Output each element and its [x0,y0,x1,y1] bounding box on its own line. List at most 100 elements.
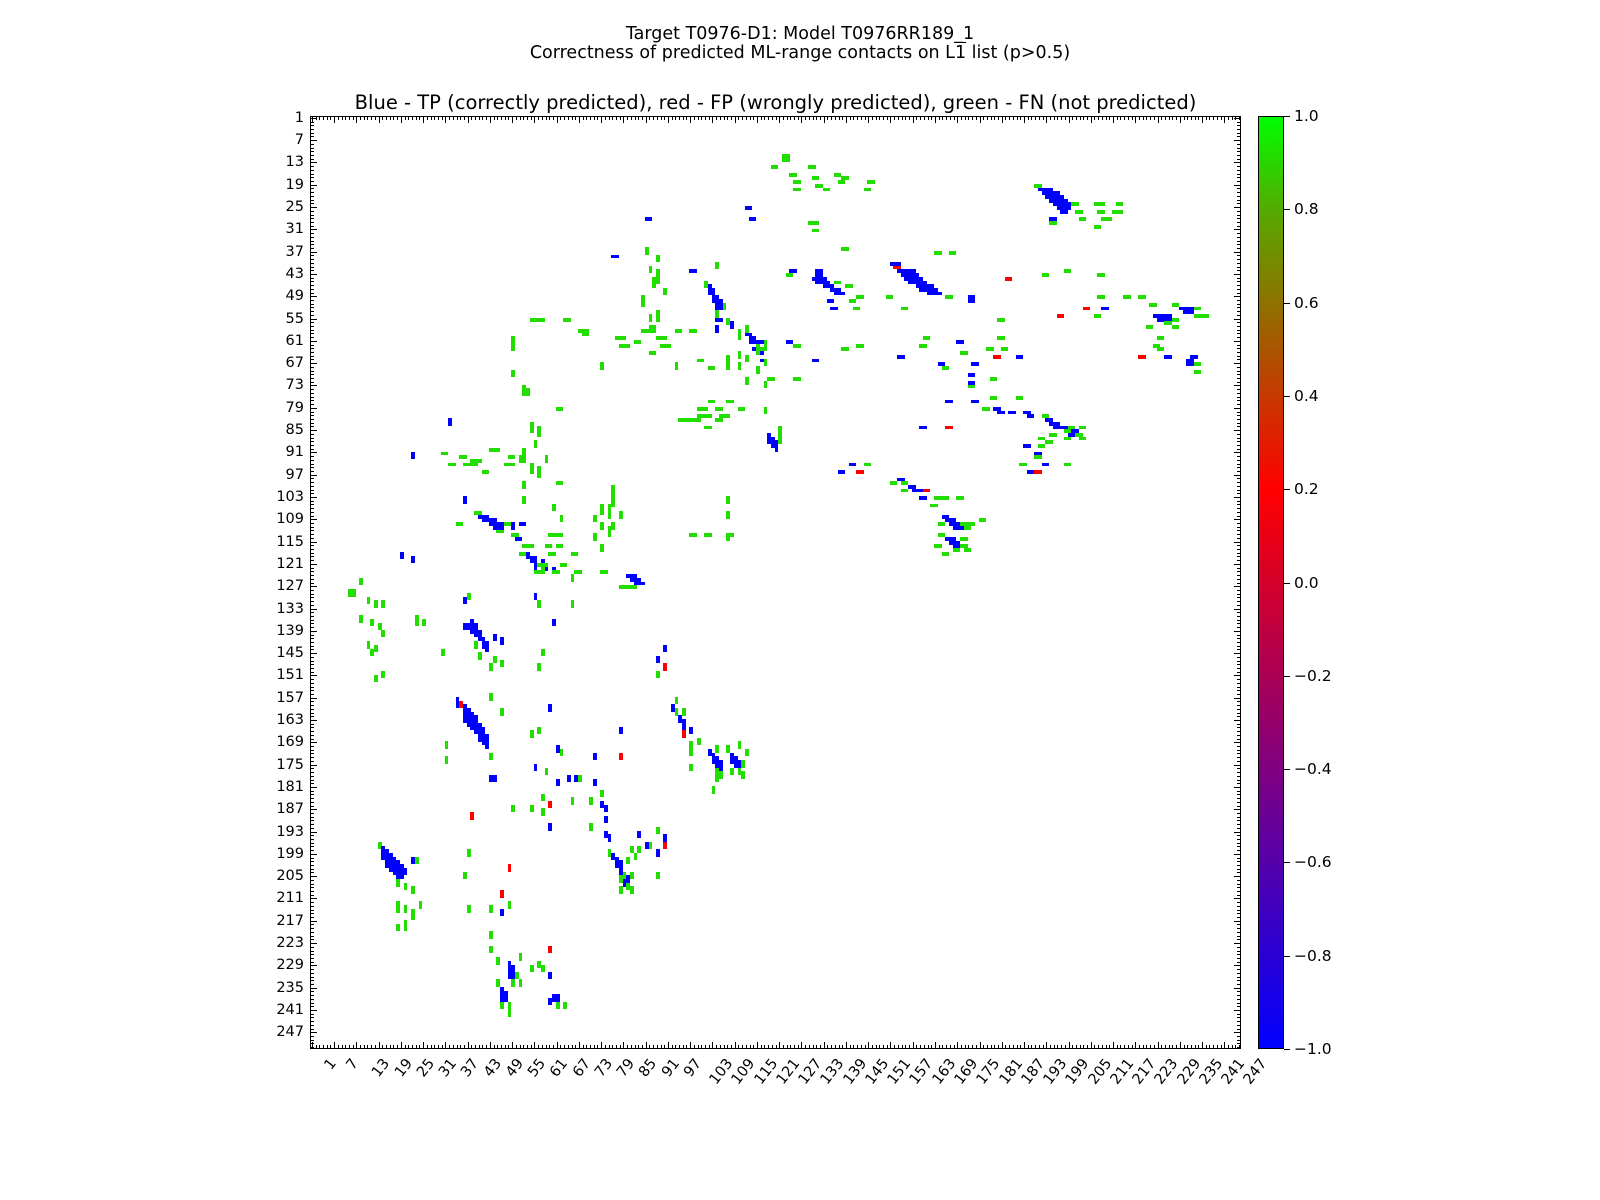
contact-cell-mirror [670,704,675,709]
contact-cell [1015,395,1020,400]
contact-cell-mirror [607,838,612,842]
contact-cell-mirror [767,440,771,445]
x-tick-bottom [1068,1042,1070,1049]
contact-cell-mirror [540,648,545,653]
x-tick-top [1024,116,1025,123]
x-tick-bottom [934,1042,936,1049]
y-tick-left [310,322,314,324]
y-tick-left [310,727,314,729]
x-tick-bottom [823,1042,825,1049]
contact-cell-mirror [411,455,415,460]
contact-cell [563,563,567,567]
contact-cell-mirror [592,756,597,761]
y-tick-left [310,957,314,959]
y-tick-left [310,835,314,837]
contact-cell-mirror [552,622,556,627]
contact-cell [1038,455,1042,460]
contact-cell [451,462,456,467]
y-tick-left [310,671,314,673]
y-tick-right [1237,415,1241,417]
contact-cell-mirror [737,366,742,370]
y-tick-right [1237,537,1241,539]
contact-cell [911,488,916,493]
contact-cell [1164,321,1168,326]
y-tick-right [1237,270,1241,272]
contact-cell [948,518,953,523]
contact-cell [704,414,708,419]
contact-cell-mirror [511,343,516,348]
contact-cell-mirror [481,637,486,642]
x-tick-bottom [1049,1045,1051,1049]
contact-cell-mirror [503,990,508,995]
y-tick-label: 163 [276,712,304,729]
x-tick-bottom [1235,1045,1237,1049]
y-tick-right [1237,147,1241,149]
contact-map-axes[interactable] [310,116,1241,1049]
x-tick-bottom [334,1042,336,1049]
x-tick-top [567,116,569,120]
contact-cell [685,418,690,422]
contact-cell-mirror [611,525,616,530]
x-tick-bottom [660,1045,662,1049]
x-tick-top [693,116,695,120]
contact-cell-mirror [618,890,623,894]
contact-cell-mirror [726,745,731,749]
contact-cell-mirror [403,871,408,876]
y-tick-left [310,716,314,718]
y-tick-left [310,463,314,465]
contact-cell-mirror [589,797,593,802]
colorbar-tick-mark [1284,116,1290,117]
x-tick-bottom [326,1045,328,1049]
x-tick-top [1072,116,1074,120]
y-tick-left [310,311,314,313]
x-tick-top [564,116,566,120]
y-tick-right [1237,322,1241,324]
contact-cell-mirror [374,600,378,604]
contact-cell [841,176,846,181]
x-tick-bottom [1190,1045,1192,1049]
contact-cell-mirror [663,838,668,842]
y-tick-left [310,210,314,212]
contact-cell [763,347,768,352]
contact-cell-mirror [374,674,378,679]
x-tick-bottom [1046,1042,1048,1049]
y-tick-right [1237,143,1241,145]
contact-cell [1023,444,1027,448]
contact-cell [1045,462,1050,467]
x-tick-top [1116,116,1118,120]
contact-cell-mirror [463,715,467,720]
contact-cell-mirror [474,730,478,735]
x-tick-label: 97 [681,1056,705,1081]
contact-cell-mirror [611,488,616,493]
contact-cell [1004,276,1009,281]
contact-cell [1078,425,1083,430]
contact-cell-mirror [600,544,605,549]
colorbar-tick-mark [1284,395,1290,397]
y-tick-left [310,749,314,751]
y-tick-right [1237,441,1241,443]
x-tick-top [960,116,962,120]
contact-cell [518,455,523,460]
contact-cell-mirror [715,745,720,749]
y-tick-left [310,326,314,328]
contact-cell [919,496,924,500]
contact-cell [1041,273,1046,277]
x-tick-top [478,116,480,120]
contact-cell [815,183,820,188]
contact-cell [793,187,797,192]
contact-cell-mirror [592,518,597,523]
colorbar-tick-mark [1284,862,1290,864]
contact-cell-mirror [689,730,694,735]
y-tick-right [1237,738,1241,740]
contact-cell-mirror [540,559,545,564]
x-tick-bottom [1150,1045,1152,1049]
contact-cell-mirror [496,979,501,984]
contact-cell [1067,269,1072,274]
y-tick-right [1237,378,1241,380]
contact-cell-mirror [477,737,482,742]
contact-cell [960,544,964,549]
contact-cell-mirror [592,533,597,538]
contact-cell-mirror [381,849,386,854]
contact-cell [1123,295,1128,300]
x-tick-top [1094,116,1096,120]
